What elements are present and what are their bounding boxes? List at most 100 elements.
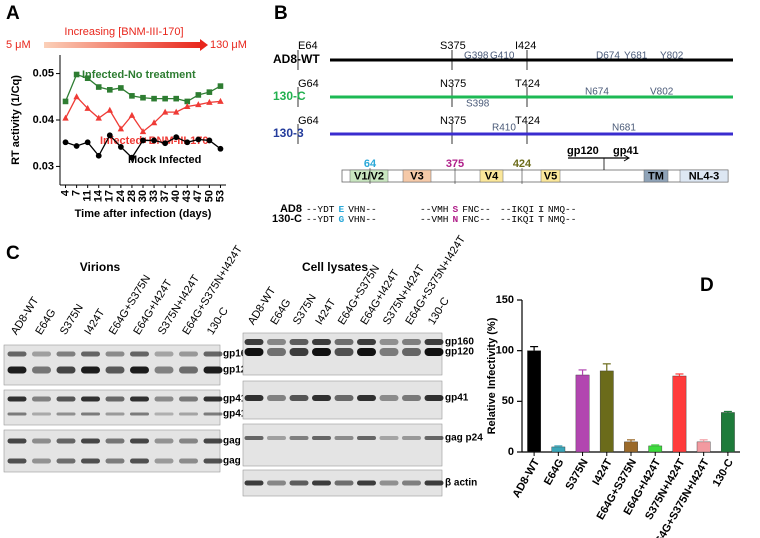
sequence-part: S [453,204,459,215]
marker [117,144,124,150]
blot-band [244,436,264,440]
blot-strip [3,344,221,386]
series-line [64,95,221,133]
blot-band [56,351,76,357]
blot-band [7,396,27,402]
sequence: --VMH N FNC-- [420,214,491,225]
marker [151,137,157,144]
band-label: gp120 [223,365,252,376]
lane-label: E64G [33,307,58,337]
subunit-label: gp120 [567,145,599,157]
region [402,169,432,183]
marker [184,139,191,146]
marker [73,143,80,149]
marker [95,114,102,121]
blot-band [312,436,331,440]
blot-band [402,348,421,356]
blot-band [105,351,125,357]
blot-band [56,396,76,402]
strain-label: AD8-WT [273,52,320,66]
marker [129,154,135,161]
blot-band [130,438,149,444]
blot-band [402,436,421,440]
y-tick-label: 150 [496,294,514,306]
blot-band [32,366,51,374]
marker [117,125,125,132]
blot-band [379,436,399,440]
sequence-part: G [339,214,345,225]
bar [599,370,614,453]
blot-band [81,412,100,416]
sequence-part: E [339,204,345,215]
series-label: Infected-No treatment [82,69,196,81]
residue: G64 [298,78,319,90]
marker [184,103,191,110]
bar [551,446,566,453]
marker [128,111,136,118]
sequence-part: VHN-- [348,204,377,215]
x-tick-label: AD8-WT [510,457,542,500]
error-bar [602,363,611,371]
blot-band [7,438,27,444]
region [479,169,504,183]
x-tick-label: 53 [214,190,226,202]
blot-band [267,348,286,356]
blot-band [267,395,286,401]
blot-band [289,395,309,401]
band-label: gp41* [223,409,250,420]
marker [161,108,169,115]
blot-band [379,395,399,401]
residue: I424 [515,40,536,52]
blot-band [7,366,27,374]
annotation: 5 μM [6,39,31,51]
sequence-name: 130-C [272,213,302,225]
residue: G398 [464,51,489,62]
blot-band [267,436,286,440]
strain-label: 130-3 [273,126,304,140]
bar [648,445,663,453]
blot-band [130,351,149,357]
blot-band [154,458,174,464]
env-schematic [341,169,729,183]
x-tick-label: 30 [137,190,149,202]
blot-band [357,339,376,345]
blot-band [7,458,27,464]
marker [217,83,224,89]
blot-band [81,438,100,444]
blot-band [334,480,354,486]
region-label: NL4-3 [689,170,720,182]
blot-band [203,412,223,416]
bar [527,350,541,453]
bar [696,441,711,453]
marker [106,132,113,139]
x-tick-label: 11 [82,190,94,202]
blot-band [81,458,100,464]
residue: T424 [515,78,540,90]
marker [84,139,91,146]
residue: E64 [298,40,318,52]
region-label: V4 [485,170,499,182]
blot-band [402,480,421,486]
blot-band [424,480,444,486]
blot-band [312,480,331,486]
lane-label: 130-C [205,305,231,337]
blot-band [81,351,100,357]
blot-band [334,395,354,401]
bar [575,374,590,453]
residue: V802 [650,87,674,98]
marker [129,93,135,99]
band-label: gag p17 [223,456,261,467]
error-bar [578,369,587,375]
site-number: 375 [446,158,464,170]
blot-band [203,396,223,402]
annotation: 130 μM [210,39,247,51]
x-tick-label: 28 [126,190,138,202]
blot-band [289,480,309,486]
sequence-part: FNC-- [462,204,491,215]
sequence: --YDT G VHN-- [306,214,377,225]
blot-band [32,412,51,416]
blot-band [105,366,125,374]
blot-band [179,396,198,402]
blot-band [81,396,100,402]
concentration-bar [44,42,202,48]
